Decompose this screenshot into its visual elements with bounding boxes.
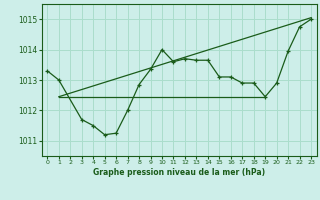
X-axis label: Graphe pression niveau de la mer (hPa): Graphe pression niveau de la mer (hPa): [93, 168, 265, 177]
